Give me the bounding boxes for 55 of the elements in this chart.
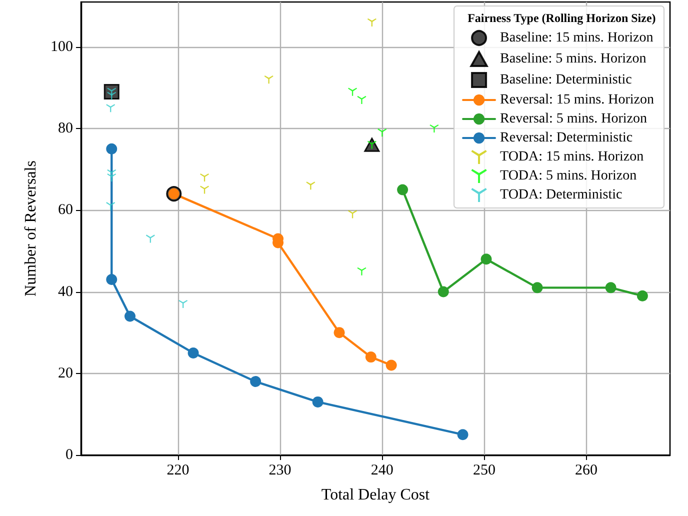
point xyxy=(200,173,210,182)
point xyxy=(106,202,116,210)
point xyxy=(378,128,387,137)
point xyxy=(397,184,408,196)
point xyxy=(348,210,358,218)
point xyxy=(106,143,118,154)
point xyxy=(107,173,116,182)
point xyxy=(250,376,262,388)
point xyxy=(357,267,366,276)
y-tick-label: 0 xyxy=(66,447,73,463)
x-tick-label: 230 xyxy=(268,462,292,478)
legend-label: Reversal: Deterministic xyxy=(500,130,633,146)
legend-title: Fairness Type (Rolling Horizon Size) xyxy=(468,11,656,25)
legend-label: Reversal: 15 mins. Horizon xyxy=(500,92,654,108)
point xyxy=(200,186,210,194)
point xyxy=(636,290,648,302)
point xyxy=(312,396,324,408)
legend-label: Reversal: 5 mins. Horizon xyxy=(500,112,648,126)
point xyxy=(365,352,376,363)
x-tick-label: 260 xyxy=(575,462,598,478)
point xyxy=(605,282,616,294)
point xyxy=(480,254,492,265)
point xyxy=(188,347,199,358)
point xyxy=(386,360,397,371)
legend-label: TODA: 5 mins. Horizon xyxy=(500,168,637,184)
y-tick-label: 60 xyxy=(58,202,73,218)
point xyxy=(264,76,274,84)
point xyxy=(357,96,366,104)
point xyxy=(106,104,116,112)
point xyxy=(532,282,543,294)
point xyxy=(348,88,358,96)
point xyxy=(146,234,155,243)
point xyxy=(124,310,136,322)
y-tick-label: 80 xyxy=(58,120,73,137)
y-tick-label: 20 xyxy=(58,365,73,382)
legend-label: TODA: 15 mins. Horizon xyxy=(500,150,644,164)
point xyxy=(457,429,468,440)
point xyxy=(106,274,118,286)
y-tick-label: 100 xyxy=(50,38,73,55)
point xyxy=(367,18,376,26)
point xyxy=(430,124,439,133)
y-tick-label: 40 xyxy=(58,284,73,300)
point xyxy=(306,182,316,190)
legend-label: Baseline: 15 mins. Horizon xyxy=(500,30,654,46)
x-tick-label: 250 xyxy=(472,462,496,478)
x-tick-label: 240 xyxy=(370,462,394,478)
legend-label: Baseline: 5 mins. Horizon xyxy=(500,52,646,66)
point xyxy=(438,286,449,298)
x-axis-title: Total Delay Cost xyxy=(321,486,430,504)
point xyxy=(178,300,188,308)
legend-label: TODA: Deterministic xyxy=(500,188,622,202)
x-tick-label: 220 xyxy=(166,462,190,478)
y-axis-title: Number of Reversals xyxy=(22,160,40,296)
point xyxy=(334,327,345,338)
legend-label: Baseline: Deterministic xyxy=(500,72,632,88)
